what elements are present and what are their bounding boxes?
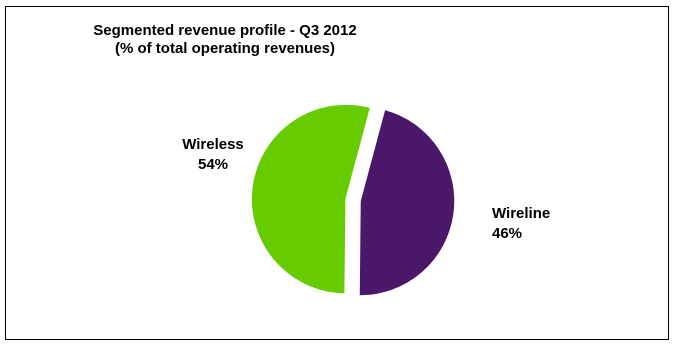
pie-slice-wireless (250, 103, 372, 295)
slice-label-wireless: Wireless 54% (168, 135, 258, 175)
slice-label-wireless-value: 54% (197, 156, 229, 173)
slice-label-wireline-value: 46% (492, 225, 523, 242)
slice-label-wireline: Wireline 46% (492, 204, 582, 244)
slice-label-wireline-name: Wireline (492, 205, 551, 222)
pie-slice-wireline (358, 108, 456, 297)
chart-title: Segmented revenue profile - Q3 2012 (% o… (40, 22, 410, 58)
slice-label-wireless-name: Wireless (182, 136, 244, 153)
chart-subtitle-line: (% of total operating revenues) (114, 40, 336, 57)
chart-title-line: Segmented revenue profile - Q3 2012 (93, 22, 357, 39)
